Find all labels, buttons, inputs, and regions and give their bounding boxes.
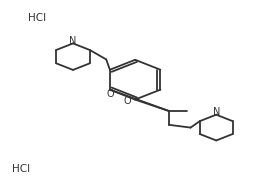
Text: N: N bbox=[212, 108, 220, 117]
Text: HCl: HCl bbox=[12, 164, 30, 174]
Text: N: N bbox=[69, 36, 77, 46]
Text: O: O bbox=[107, 89, 114, 99]
Text: O: O bbox=[123, 96, 131, 105]
Text: HCl: HCl bbox=[28, 13, 46, 23]
